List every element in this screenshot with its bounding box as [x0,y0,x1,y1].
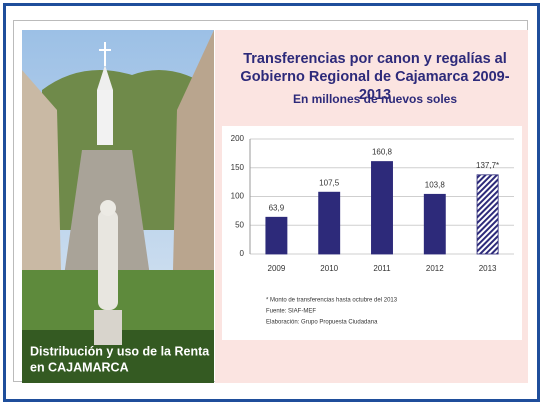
bar [371,162,392,254]
y-tick-label: 50 [235,220,244,229]
photo-caption: Distribución y uso de la Renta [30,344,210,358]
photo-caption: en CAJAMARCA [30,360,129,374]
x-tick-label: 2013 [479,264,497,273]
y-tick-label: 200 [231,134,245,143]
y-tick-label: 150 [231,163,245,172]
value-label: 137,7* [476,161,499,170]
y-tick-label: 0 [240,249,245,258]
chart-subtitle: En millones de nuevos soles [225,92,525,106]
bar [266,217,287,254]
bar [477,175,498,254]
x-tick-label: 2009 [268,264,286,273]
bar [319,192,340,254]
x-tick-label: 2011 [373,264,391,273]
page: Distribución y uso de la Renta en CAJAMA… [0,0,541,406]
bar [424,194,445,254]
photo: Distribución y uso de la Renta en CAJAMA… [22,30,214,383]
x-tick-label: 2012 [426,264,444,273]
note: * Monto de transferencias hasta octubre … [266,298,398,304]
y-tick-label: 100 [231,192,245,201]
value-label: 107,5 [319,178,340,187]
note: Fuente: SIAF-MEF [266,309,316,315]
chart: 0 50 100 150 200 2009 63,9 2010 107,5 2011 160,8 20… [222,126,522,340]
value-label: 103,8 [425,180,446,189]
x-tick-label: 2010 [320,264,338,273]
value-label: 63,9 [269,203,285,212]
value-label: 160,8 [372,148,393,157]
note: Elaboración: Grupo Propuesta Ciudadana [266,320,378,326]
